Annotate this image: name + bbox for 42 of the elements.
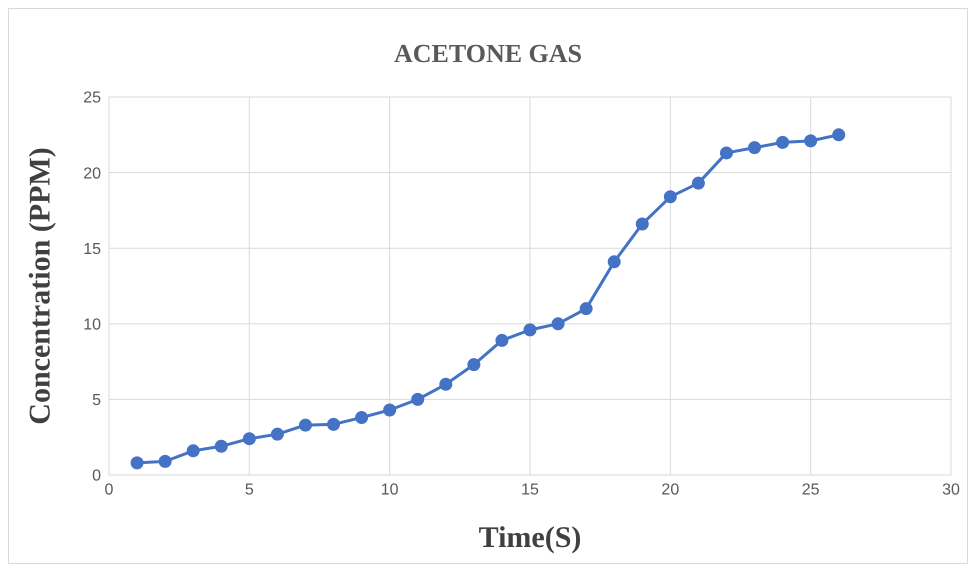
- point: [776, 136, 790, 149]
- y-tick-label: 0: [92, 468, 102, 485]
- point: [664, 190, 677, 204]
- point: [720, 146, 733, 160]
- y-tick-label: 25: [83, 90, 102, 107]
- point: [383, 403, 396, 416]
- x-tick-label: 15: [521, 481, 539, 498]
- point: [355, 411, 368, 424]
- point: [158, 454, 172, 468]
- y-tick-label: 20: [83, 165, 102, 182]
- x-tick-label: 10: [380, 481, 399, 498]
- point: [608, 255, 621, 268]
- x-tick-label: 25: [802, 481, 820, 498]
- point: [270, 428, 284, 441]
- point: [580, 302, 593, 316]
- x-axis-title: Time(S): [478, 521, 582, 554]
- point: [214, 440, 228, 453]
- point: [327, 418, 340, 431]
- point: [692, 176, 705, 190]
- y-axis-title: Concentration (PPM): [24, 147, 57, 425]
- point: [186, 444, 200, 458]
- point: [467, 358, 480, 372]
- point: [439, 378, 452, 391]
- point: [298, 418, 312, 432]
- point: [748, 141, 762, 154]
- x-tick-label: 0: [104, 481, 114, 498]
- y-tick-label: 15: [83, 240, 102, 258]
- point: [552, 317, 565, 330]
- point: [130, 456, 144, 470]
- point: [636, 218, 649, 231]
- chart-title: ACETONE GAS: [392, 39, 584, 69]
- point: [832, 128, 846, 142]
- y-tick-label: 10: [83, 316, 102, 334]
- x-tick-label: 20: [661, 481, 680, 498]
- point: [495, 334, 508, 347]
- point: [242, 432, 256, 446]
- point: [524, 323, 536, 336]
- x-tick-label: 30: [942, 481, 960, 498]
- y-tick-label: 5: [92, 392, 102, 410]
- point: [411, 392, 424, 406]
- x-tick-label: 5: [244, 481, 254, 498]
- point: [804, 134, 818, 148]
